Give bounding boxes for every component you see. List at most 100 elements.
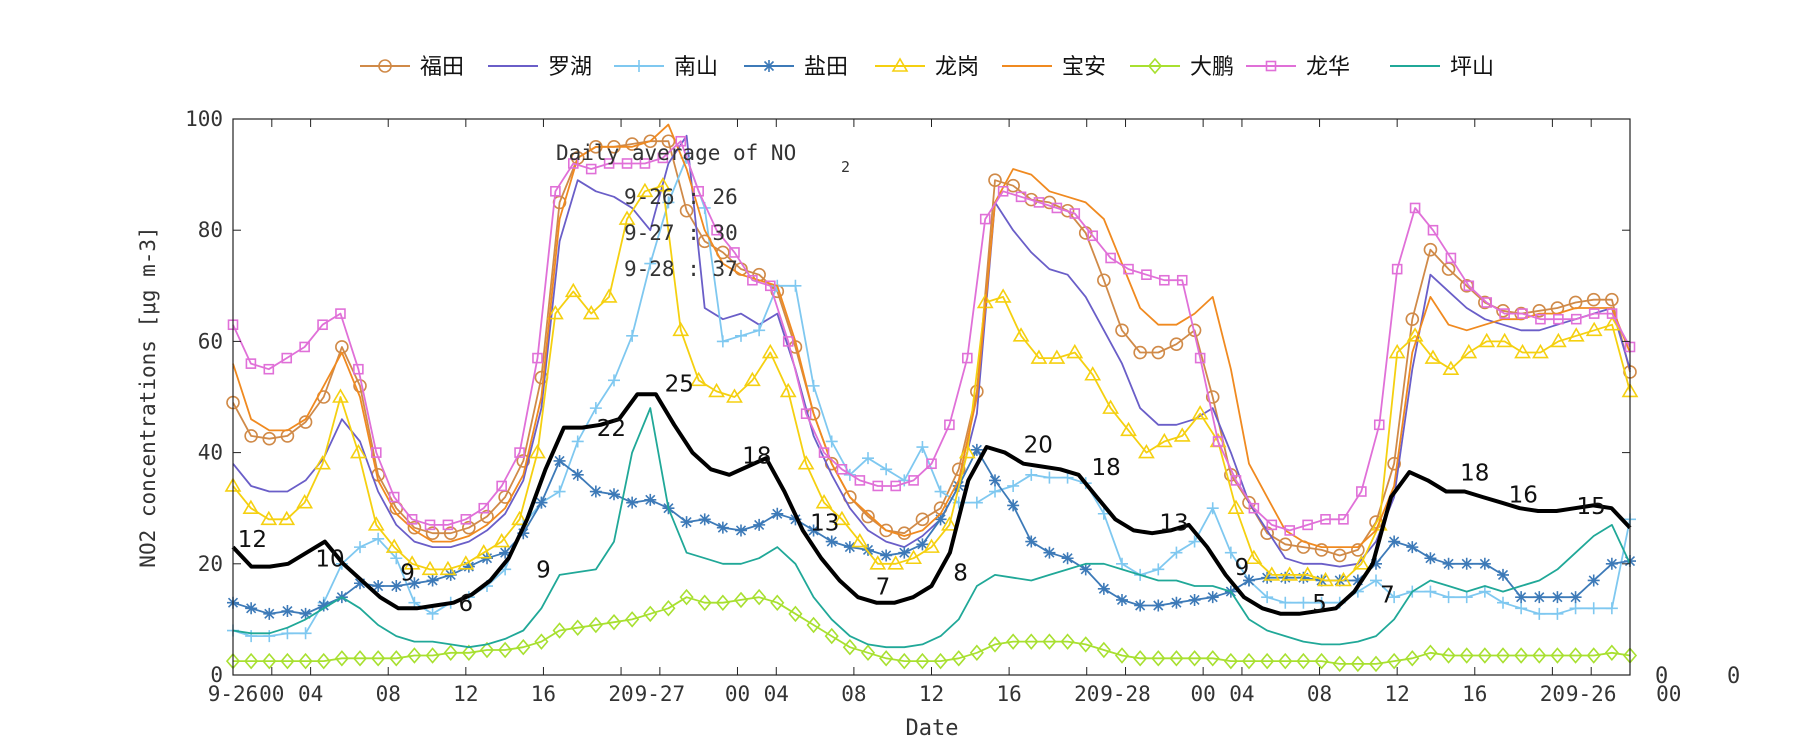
legend-item-6: 大鹏	[1130, 55, 1234, 80]
data-point	[1024, 633, 1039, 650]
data-point	[1605, 602, 1618, 615]
data-point	[1025, 468, 1038, 481]
data-point	[1409, 202, 1421, 214]
data-point	[806, 616, 821, 634]
data-point	[626, 329, 639, 342]
data-point	[479, 641, 495, 659]
data-point	[1169, 337, 1184, 351]
data-point	[934, 485, 947, 498]
data-point	[989, 485, 1001, 498]
legend-marker	[1147, 57, 1163, 75]
data-point	[1227, 499, 1245, 515]
data-point	[1051, 202, 1063, 214]
data-point	[552, 622, 567, 639]
data-point	[861, 509, 875, 524]
data-point	[244, 652, 259, 670]
data-point	[697, 594, 712, 611]
data-point	[941, 516, 958, 531]
data-point	[263, 607, 276, 620]
data-point	[1314, 543, 1329, 557]
data-point	[626, 496, 639, 509]
data-point	[1025, 535, 1038, 548]
data-point	[550, 185, 561, 197]
data-point	[334, 650, 349, 667]
x-tick-label: 04	[1229, 682, 1254, 706]
data-point	[1423, 242, 1438, 257]
data-point	[532, 352, 543, 364]
data-point	[1442, 360, 1460, 376]
data-point	[1314, 652, 1329, 670]
mean-value-label: 18	[742, 444, 771, 470]
x-tick-label: 00	[259, 682, 284, 706]
data-point	[1460, 557, 1473, 570]
data-point	[354, 577, 366, 590]
data-point	[1170, 596, 1183, 609]
data-point	[1191, 405, 1209, 420]
data-point	[807, 379, 820, 392]
data-point	[1517, 308, 1528, 319]
data-point	[782, 336, 794, 347]
data-point	[905, 549, 922, 565]
data-point	[1370, 574, 1382, 587]
mean-value-label: 13	[1159, 510, 1188, 536]
y-axis-label-text: NO2 concentrations [μg m-3]	[136, 226, 160, 567]
data-point	[1405, 650, 1420, 667]
data-point	[589, 402, 602, 415]
data-point	[621, 158, 633, 169]
x-tick-label: 9-27	[635, 682, 686, 706]
data-point	[1338, 514, 1349, 525]
data-point	[890, 480, 901, 492]
mean-value-label: 8	[953, 560, 968, 586]
data-point	[1568, 647, 1583, 664]
series-3	[227, 443, 1636, 620]
data-point	[407, 647, 422, 664]
data-point	[643, 134, 658, 149]
data-point	[608, 374, 620, 387]
data-point	[1152, 563, 1165, 576]
data-point	[672, 321, 690, 337]
data-point	[534, 633, 549, 650]
data-point	[693, 185, 704, 197]
data-point	[1299, 566, 1317, 581]
data-point	[1043, 471, 1056, 484]
data-point	[443, 644, 458, 661]
data-point	[962, 352, 973, 364]
data-point	[475, 544, 493, 559]
data-point	[1033, 197, 1045, 208]
data-point	[944, 419, 955, 431]
data-point	[1006, 633, 1021, 650]
data-point	[765, 280, 776, 292]
data-point	[480, 509, 494, 524]
data-point	[1206, 591, 1219, 604]
data-point	[1097, 507, 1110, 520]
data-point	[644, 493, 657, 506]
data-point	[1317, 571, 1334, 587]
legend-item-8: 坪山	[1390, 55, 1494, 80]
x-tick-label: 12	[919, 682, 944, 706]
data-point	[461, 644, 476, 661]
series-line	[232, 140, 1631, 557]
data-point	[1078, 636, 1093, 653]
data-point	[370, 447, 382, 458]
data-point	[916, 441, 929, 454]
data-point	[987, 636, 1003, 653]
data-point	[1133, 650, 1148, 667]
data-point	[389, 650, 404, 667]
series-line	[231, 392, 1632, 616]
data-point	[1405, 312, 1420, 326]
data-point	[1387, 652, 1402, 670]
data-point	[934, 513, 947, 526]
data-point	[1205, 650, 1220, 667]
x-tick-label: 16	[531, 682, 556, 706]
data-point	[608, 488, 620, 501]
data-point	[1066, 343, 1084, 359]
data-point	[1230, 475, 1242, 486]
data-point	[879, 650, 894, 667]
x-tick-label: 08	[841, 682, 866, 706]
data-point	[1061, 471, 1074, 484]
data-point	[1134, 599, 1147, 612]
series-1	[232, 134, 1631, 568]
data-point	[997, 185, 1009, 197]
data-point	[1497, 596, 1509, 609]
x-tick-label: 16	[996, 682, 1021, 706]
